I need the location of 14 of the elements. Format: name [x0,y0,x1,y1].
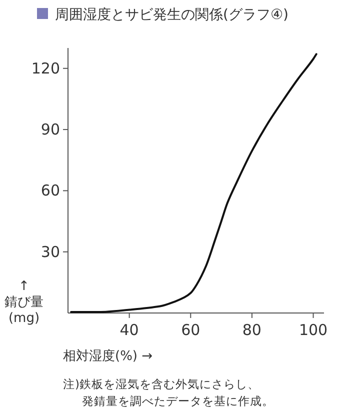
y-tick-label: 120 [31,59,60,78]
x-tick-label: 40 [120,321,139,339]
y-tick-label: 60 [40,182,60,200]
x-axis-title: 相対湿度(%) → [63,348,153,364]
line-series [70,53,318,313]
y-tick-label: 90 [40,120,60,139]
x-tick-label: 60 [181,321,200,339]
chart-title: 周囲湿度とサビ発生の関係(グラフ④) [55,7,288,23]
x-tick-label: 80 [242,321,262,339]
x-tick-label: 100 [298,321,328,339]
y-axis-title: ↑ 錆び量 (mg) [4,279,44,326]
text: 発錆量を調べたデータを基に作成。 [82,394,274,408]
y-tick-label: 30 [40,242,60,261]
text: 注)鉄板を湿気を含む外気にさらし、 [63,377,260,391]
